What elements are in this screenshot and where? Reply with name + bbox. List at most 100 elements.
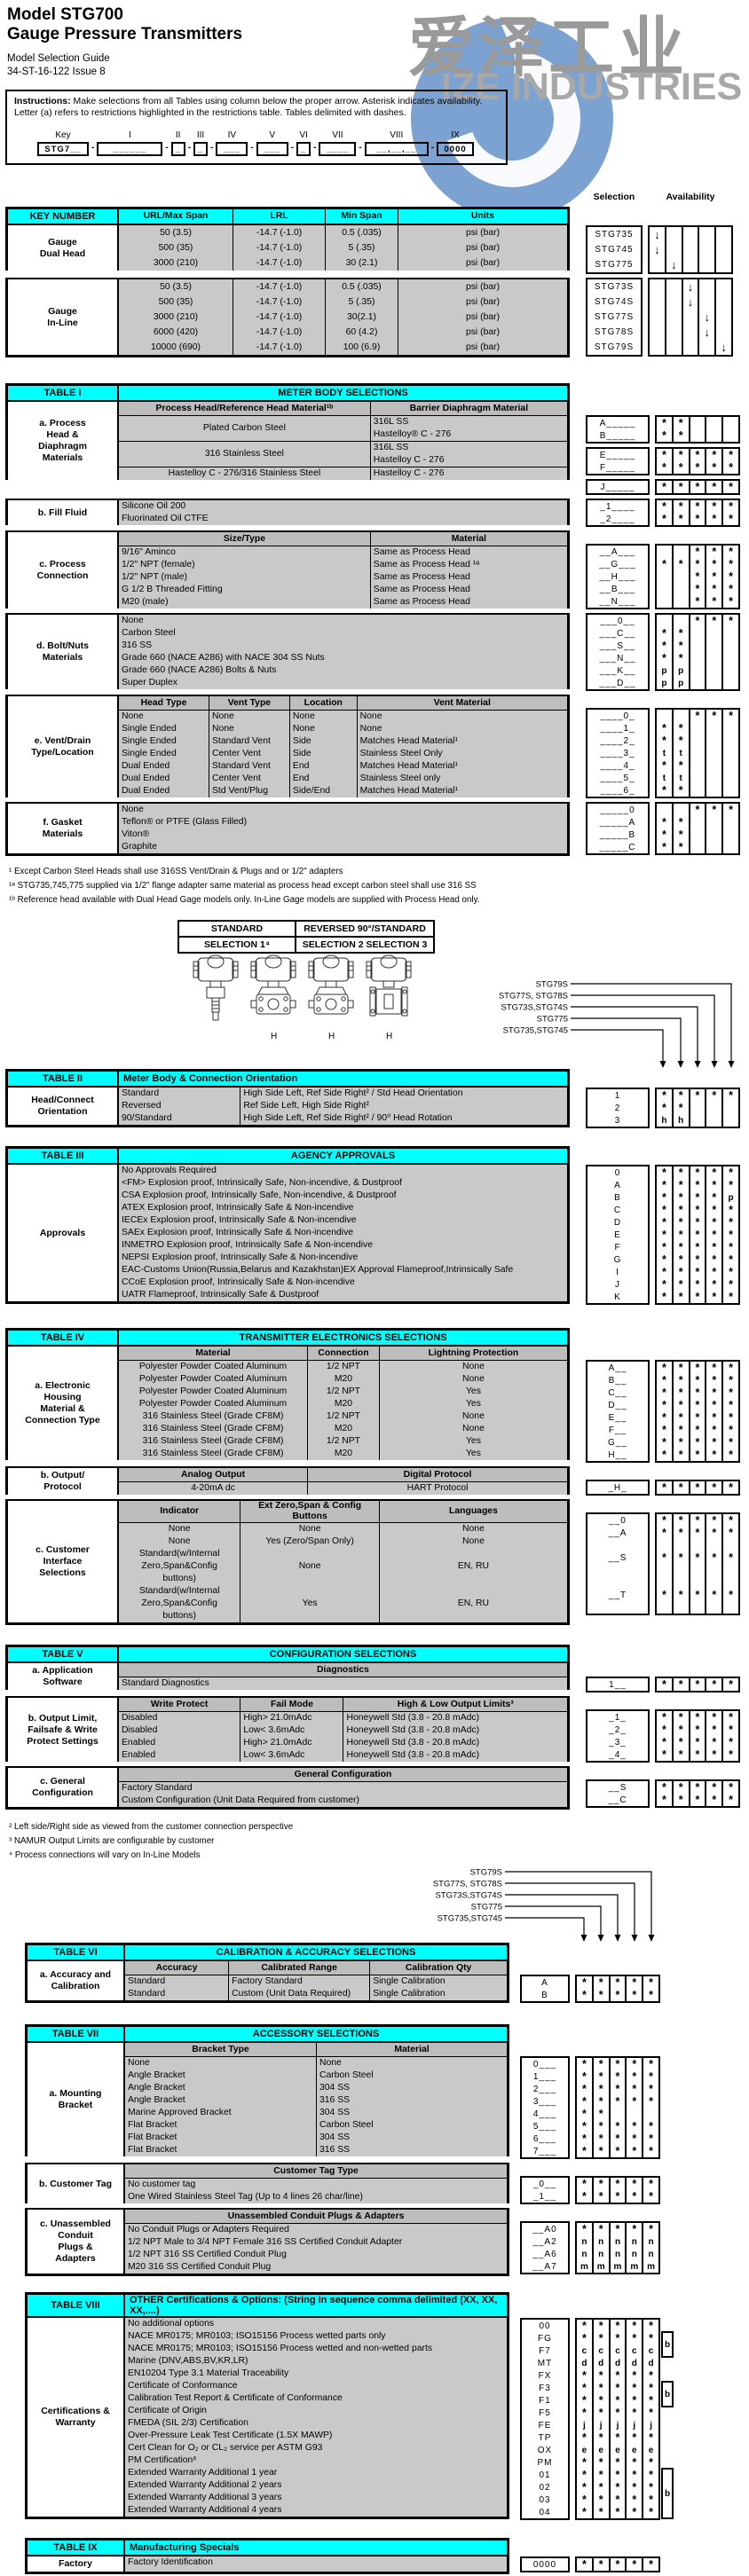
availability-mark: * xyxy=(712,804,717,816)
group-header: Unassembled Conduit Plugs & Adapters xyxy=(125,2210,507,2224)
group-label-line: Conduit xyxy=(58,2230,93,2241)
availability-mark: * xyxy=(598,2369,603,2382)
cell-line: Angle Bracket xyxy=(128,2095,185,2105)
availability-mark: * xyxy=(632,2506,637,2518)
availability-mark: * xyxy=(661,1711,666,1724)
availability-mark: * xyxy=(598,2332,603,2344)
spec-cell: Plated Carbon Steel xyxy=(119,416,370,441)
group-label: b. Output/Protocol xyxy=(8,1468,119,1495)
section-table5: TABLE V CONFIGURATION SELECTIONS a. Applic… xyxy=(0,1645,749,1811)
availability-mark xyxy=(706,429,721,442)
header-cell: Barrier Diaphragm Material xyxy=(369,402,567,415)
availability-mark xyxy=(716,279,731,295)
spec-cell: 9/16" Aminco 1/2" NPT (female) 1/2" NPT (m… xyxy=(119,546,370,609)
availability-column: * * * * * * * * * * * xyxy=(705,1166,721,1303)
cell-line: High> 21.0mAdc xyxy=(243,1738,312,1747)
cell-line: Polyester Powder Coated Aluminum xyxy=(138,1399,288,1409)
availability-mark: * xyxy=(615,2083,620,2095)
availability-mark: * xyxy=(729,1241,734,1253)
header-cell: Size/Type xyxy=(223,533,265,544)
cell-line: None xyxy=(462,1374,485,1384)
availability-mark: * xyxy=(712,1362,717,1374)
availability-mark xyxy=(716,295,731,310)
cell-line: Enabled xyxy=(122,1750,156,1760)
spec-group: a. Accuracy and Calibration Accuracy Calibr… xyxy=(25,1961,749,2007)
selection-codes-box: A_____ B_____ xyxy=(586,415,650,444)
availability-mark: * xyxy=(661,1794,666,1806)
selection-codes-box: _1_ _2_ _3_ _4_ xyxy=(586,1709,650,1763)
availability-mark: p xyxy=(728,1192,734,1203)
availability-grid: * * * * * * * * * * xyxy=(655,447,740,475)
availability-mark xyxy=(716,325,731,340)
key-separator: - xyxy=(187,143,192,153)
availability-column: * * xyxy=(705,449,721,474)
cell-line: Honeywell Std (3.8 - 20.8 mAdc) xyxy=(346,1738,480,1747)
availability-mark: * xyxy=(712,546,717,558)
key-format-label: IX xyxy=(451,130,460,140)
availability-grid: * n n m * n n m * n n m * n n m * n n m xyxy=(575,2221,660,2274)
selection-code: __H___ xyxy=(599,571,636,582)
selection-code: ____0_ xyxy=(600,711,635,721)
availability-column: * * c d * * * * j * e * * * * * xyxy=(591,2320,609,2518)
availability-mark: * xyxy=(678,1102,683,1114)
availability-mark: * xyxy=(581,2558,587,2571)
availability-mark: * xyxy=(678,1481,683,1494)
availability-mark: * xyxy=(598,2431,603,2444)
cell-line: Hastelloy C - 276 xyxy=(373,455,445,465)
availability-column: * * * * * * * * * * * xyxy=(671,1166,689,1303)
header-cell: Digital Protocol xyxy=(307,1468,567,1481)
key-format-unit: VII ____ xyxy=(319,130,357,156)
selection-codes-box: _1____ _2____ xyxy=(586,499,650,527)
availability-mark xyxy=(706,816,721,829)
key-header-cell: LRL xyxy=(233,209,325,224)
availability-mark: * xyxy=(649,2369,654,2382)
model-arrow-label: STG775 xyxy=(471,1903,502,1912)
availability-column xyxy=(721,417,738,442)
model-arrow-label: STG775 xyxy=(537,1015,568,1025)
availability-mark: * xyxy=(678,1374,683,1386)
selection-box: ___0__ ___C__ ___S__ ___N__ ___K__ ___D__ * * * p… xyxy=(586,613,740,691)
selection-code: 0000 xyxy=(532,2559,557,2570)
section-table7: TABLE VII ACCESSORY SELECTIONS a. Mounting… xyxy=(0,2024,749,2278)
spec-cell: 316 Stainless Steel xyxy=(119,442,370,467)
availability-mark: * xyxy=(661,1374,666,1386)
availability-mark: * xyxy=(598,2456,603,2469)
availability-mark: * xyxy=(678,759,683,772)
availability-mark xyxy=(706,829,721,841)
spec-cell: None Carbon Steel 316 SS Grade 660 (NACE A2… xyxy=(119,615,567,689)
down-arrow-icon xyxy=(711,1061,718,1068)
cell-line: Standard Vent xyxy=(212,761,271,771)
selection-code: _2____ xyxy=(600,514,635,524)
group-label-line: Housing xyxy=(43,1392,82,1402)
availability-mark: * xyxy=(598,2407,603,2419)
spec-cell: 4-20mA dc xyxy=(119,1482,307,1495)
group-label-line: a. Mounting xyxy=(49,2088,102,2099)
header-cell: Calibration Qty xyxy=(369,1961,507,1975)
availability-mark xyxy=(666,340,682,355)
cell-line: 316 Stainless Steel (Grade CF8M) xyxy=(142,1411,284,1421)
availability-column: * n n m xyxy=(608,2223,626,2273)
key-header-cell: Units xyxy=(398,209,567,224)
cell-line: None xyxy=(359,711,382,721)
key-separator: - xyxy=(430,143,435,153)
key-group: Gauge Dual Head 50 (3.5) 500 (35) 3000 (210)… xyxy=(5,225,749,278)
availability-column: ↓ xyxy=(714,279,731,355)
availability-mark: * xyxy=(661,1266,666,1278)
cell-line: Standard Diagnostics xyxy=(122,1678,209,1688)
spec-group: b. Output/Protocol Analog Output Digital P… xyxy=(5,1466,749,1499)
spec-cell: Disabled Disabled Enabled Enabled xyxy=(119,1712,240,1762)
selection-code: ____2_ xyxy=(600,735,635,746)
availability-grid: * * * * * * * * * * xyxy=(655,1779,740,1808)
restriction-letter: b xyxy=(661,2331,674,2358)
availability-mark: * xyxy=(581,2369,587,2382)
selection-code: F7 xyxy=(539,2345,551,2356)
availability-mark: * xyxy=(695,1241,700,1253)
availability-mark xyxy=(666,242,682,257)
availability-column: * * c d * * * * j * e * * * * * xyxy=(577,2320,592,2518)
availability-mark xyxy=(723,784,738,797)
availability-column: ↓ xyxy=(664,227,682,272)
selection-code: 3 xyxy=(614,1115,621,1126)
instructions-lead: Instructions: xyxy=(14,96,71,106)
group-label-line: Diaphragm xyxy=(38,441,87,452)
availability-mark: * xyxy=(729,558,734,570)
